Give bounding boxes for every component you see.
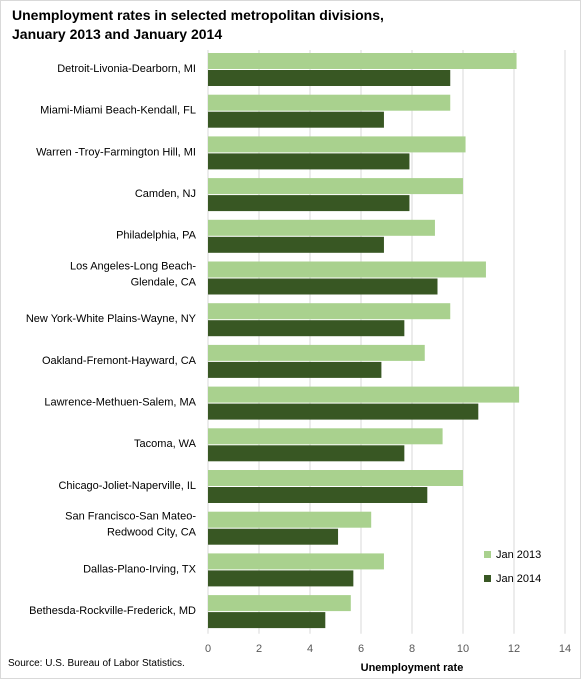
bar-jan-2014 [208, 487, 428, 503]
bar-jan-2013 [208, 553, 384, 570]
bar-jan-2013 [208, 136, 466, 153]
category-label: Chicago-Joliet-Naperville, IL [58, 480, 196, 492]
bar-jan-2013 [208, 386, 520, 403]
x-tick-label: 8 [409, 643, 415, 655]
bar-jan-2013 [208, 303, 451, 320]
x-tick-label: 14 [559, 643, 571, 655]
category-labels: Detroit-Livonia-Dearborn, MI Miami-Miami … [26, 63, 197, 617]
bar-jan-2013 [208, 219, 435, 236]
bar-jan-2014 [208, 570, 354, 587]
bar-jan-2013 [208, 428, 443, 445]
bar-jan-2014 [208, 236, 384, 253]
chart-title: Unemployment rates in selected metropoli… [12, 7, 384, 42]
legend-label-jan-2013: Jan 2013 [496, 549, 541, 561]
bar-jan-2013 [208, 94, 451, 111]
bar-jan-2013 [208, 344, 425, 361]
bar-jan-2014 [208, 528, 339, 545]
bar-jan-2013 [208, 261, 486, 278]
category-label: Warren -Troy-Farmington Hill, MI [36, 146, 196, 158]
legend-swatch-jan-2013 [484, 551, 491, 558]
bar-jan-2014 [208, 153, 410, 170]
x-tick-label: 4 [307, 643, 313, 655]
category-label: New York-White Plains-Wayne, NY [26, 313, 197, 325]
legend-swatch-jan-2014 [484, 575, 491, 582]
bar-jan-2014 [208, 320, 405, 337]
bar-jan-2014 [208, 195, 410, 212]
category-label: Detroit-Livonia-Dearborn, MI [57, 63, 196, 75]
x-tick-label: 6 [358, 643, 364, 655]
source-note: Source: U.S. Bureau of Labor Statistics. [8, 658, 185, 669]
bar-jan-2014 [208, 111, 384, 128]
x-axis-ticks: 0 2 4 6 8 10 12 14 [205, 643, 571, 655]
category-label: Oakland-Fremont-Hayward, CA [42, 355, 197, 367]
bar-jan-2014 [208, 70, 451, 86]
bar-jan-2013 [208, 595, 351, 612]
legend: Jan 2013 Jan 2014 [484, 549, 541, 585]
bar-jan-2013 [208, 470, 463, 486]
category-label: Dallas-Plano-Irving, TX [83, 563, 197, 575]
x-tick-label: 12 [508, 643, 520, 655]
x-tick-label: 0 [205, 643, 211, 655]
bars [208, 53, 520, 629]
bar-jan-2014 [208, 445, 405, 462]
bar-jan-2014 [208, 361, 382, 378]
bar-jan-2014 [208, 403, 479, 420]
bar-jan-2014 [208, 278, 438, 295]
category-label: San Francisco-San Mateo-Redwood City, CA [65, 511, 196, 539]
bar-jan-2014 [208, 612, 326, 629]
x-axis-label: Unemployment rate [361, 662, 464, 674]
category-label: Lawrence-Methuen-Salem, MA [44, 396, 196, 408]
category-label: Los Angeles-Long Beach-Glendale, CA [70, 260, 197, 288]
category-label: Philadelphia, PA [116, 230, 197, 242]
category-label: Bethesda-Rockville-Frederick, MD [29, 605, 196, 617]
bar-jan-2013 [208, 511, 372, 528]
bar-jan-2013 [208, 53, 517, 69]
category-label: Miami-Miami Beach-Kendall, FL [40, 105, 196, 117]
bar-jan-2013 [208, 178, 463, 195]
legend-label-jan-2014: Jan 2014 [496, 573, 541, 585]
category-label: Tacoma, WA [134, 438, 197, 450]
x-tick-label: 2 [256, 643, 262, 655]
x-tick-label: 10 [457, 643, 469, 655]
category-label: Camden, NJ [135, 188, 196, 200]
